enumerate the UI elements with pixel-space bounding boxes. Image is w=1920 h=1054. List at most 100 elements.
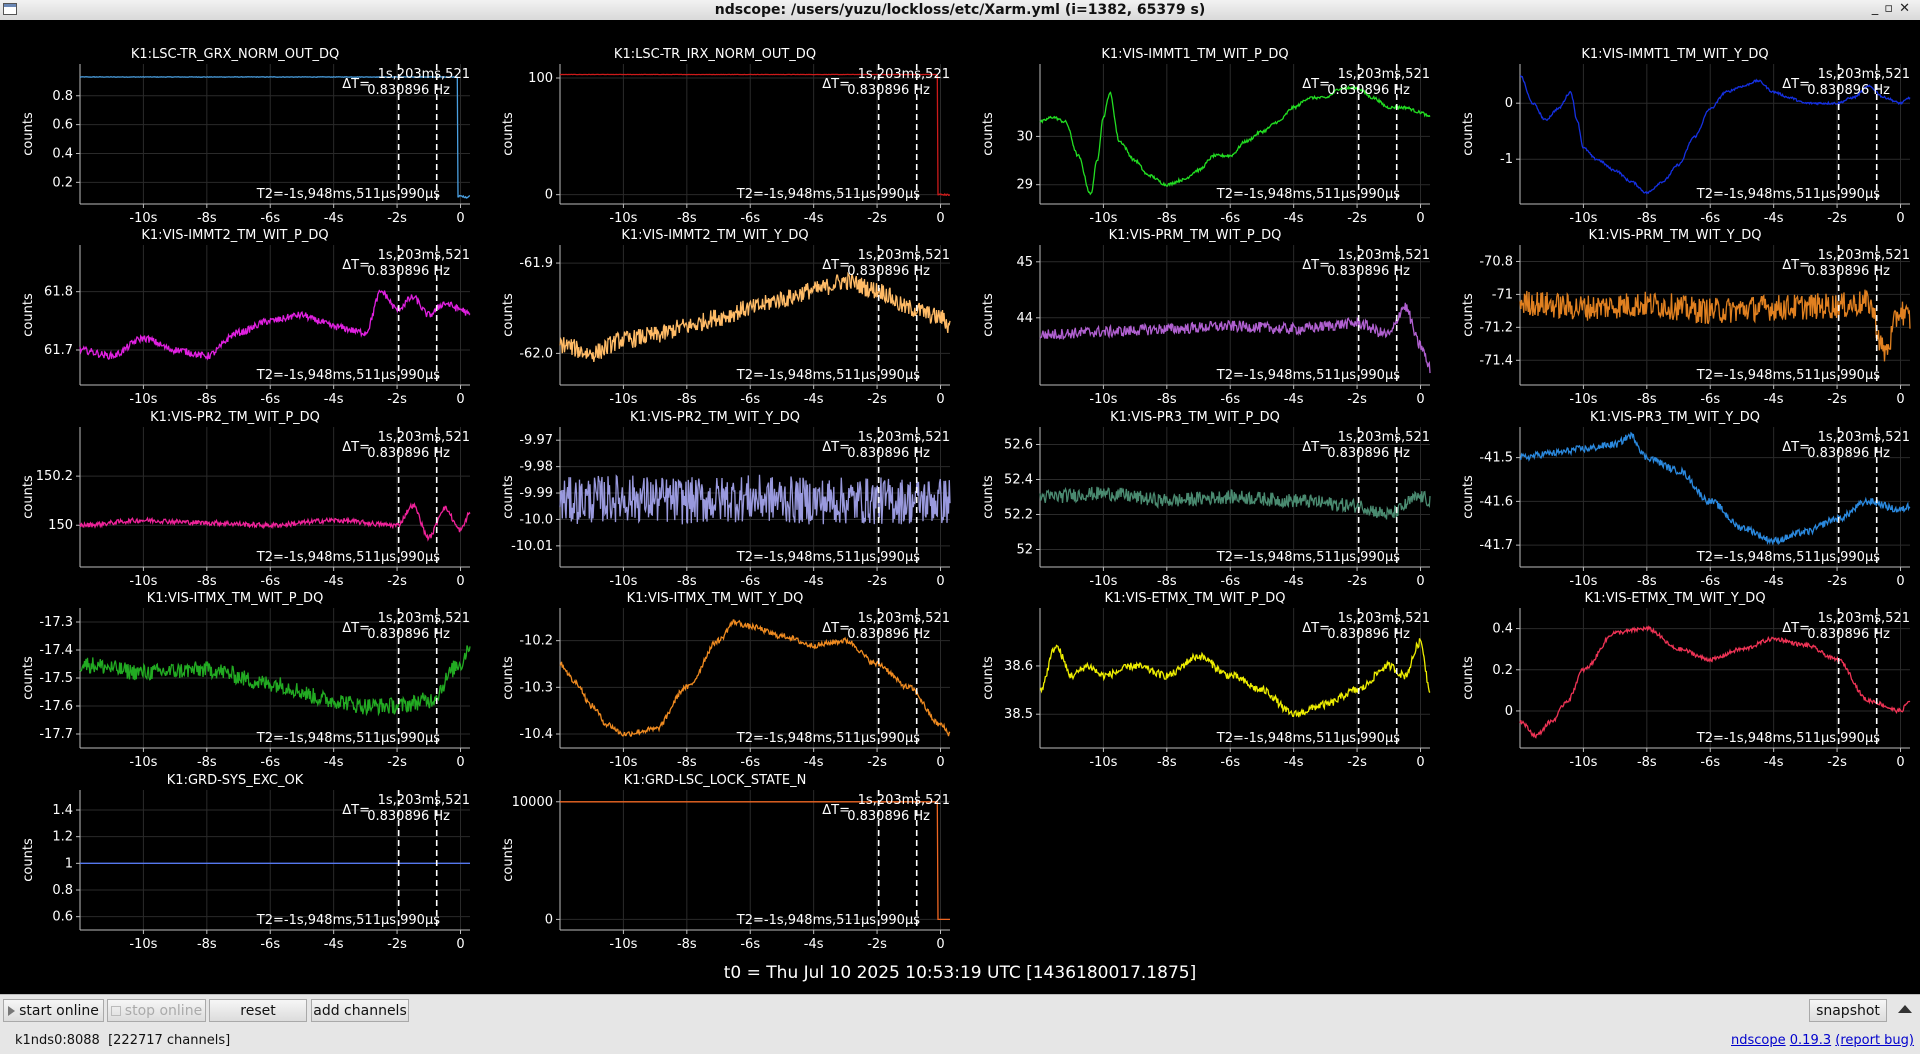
plot-panel[interactable]: K1:VIS-ETMX_TM_WIT_Y_DQ -10s -8s -6s -4s -2s 0… — [1461, 591, 1911, 770]
plot-panel[interactable]: K1:VIS-ETMX_TM_WIT_P_DQ -10s -8s -6s -4s -2s 0… — [981, 591, 1431, 770]
t0-label: t0 = Thu Jul 10 2025 10:53:19 UTC [14361… — [723, 963, 1197, 983]
plot-panel[interactable]: K1:VIS-ITMX_TM_WIT_Y_DQ -10s -8s -6s -4s -2s 0… — [501, 591, 951, 770]
app-window-icon[interactable] — [3, 3, 17, 15]
y-tick-label: 1.4 — [52, 803, 73, 818]
x-tick-label: 0 — [1416, 755, 1424, 770]
y-tick-label: -41.5 — [1479, 451, 1513, 466]
window-title: ndscope: /users/yuzu/lockloss/etc/Xarm.y… — [714, 2, 1206, 18]
plot-panel[interactable]: K1:VIS-PRM_TM_WIT_P_DQ -10s -8s -6s -4s -2s 0 4… — [981, 228, 1431, 407]
x-tick-label: 0 — [936, 574, 944, 589]
plot-title: K1:GRD-SYS_EXC_OK — [167, 773, 304, 788]
delta-t-value: 1s,203ms,521 — [1818, 248, 1910, 263]
delta-t-value: 1s,203ms,521 — [858, 793, 950, 808]
x-tick-label: -8s — [1157, 211, 1177, 226]
add-channels-button[interactable]: add channels — [311, 999, 409, 1022]
plot-area: K1:LSC-TR_GRX_NORM_OUT_DQ -10s -8s -6s -4s -2… — [0, 20, 1920, 994]
x-tick-label: -10s — [129, 211, 157, 226]
x-tick-label: -6s — [260, 755, 280, 770]
y-tick-label: 150 — [48, 518, 73, 533]
plot-panel[interactable]: K1:GRD-SYS_EXC_OK -10s -8s -6s -4s -2s 0 1.4 1.2… — [21, 773, 470, 952]
plot-panel[interactable]: K1:VIS-IMMT1_TM_WIT_P_DQ -10s -8s -6s -4s -2s… — [981, 47, 1431, 226]
plot-panel[interactable]: K1:VIS-IMMT1_TM_WIT_Y_DQ -10s -8s -6s -4s -2s… — [1461, 47, 1911, 226]
ndscope-link[interactable]: ndscope — [1731, 1033, 1786, 1048]
x-tick-label: -4s — [804, 755, 824, 770]
delta-t-frequency: 0.830896 Hz — [847, 809, 930, 824]
x-tick-label: -10s — [129, 937, 157, 952]
x-tick-label: -2s — [867, 392, 887, 407]
x-tick-label: -6s — [1700, 392, 1720, 407]
x-tick-label: 0 — [456, 211, 464, 226]
snapshot-button[interactable]: snapshot — [1809, 999, 1887, 1022]
reset-button[interactable]: reset — [209, 999, 307, 1022]
x-tick-label: -8s — [1157, 574, 1177, 589]
expand-icon[interactable] — [1898, 1005, 1912, 1013]
plot-panel[interactable]: K1:VIS-ITMX_TM_WIT_P_DQ -10s -8s -6s -4s -2s 0… — [21, 591, 471, 770]
x-tick-label: 0 — [936, 937, 944, 952]
y-tick-label: -71 — [1492, 287, 1513, 302]
x-tick-label: -2s — [387, 392, 407, 407]
plot-panel[interactable]: K1:LSC-TR_GRX_NORM_OUT_DQ -10s -8s -6s -4s -2… — [21, 47, 470, 226]
plot-grid[interactable]: K1:LSC-TR_GRX_NORM_OUT_DQ -10s -8s -6s -4s -2… — [0, 20, 1920, 994]
x-tick-label: -6s — [260, 392, 280, 407]
y-tick-label: -9.97 — [519, 433, 553, 448]
y-axis-label: counts — [501, 112, 516, 156]
series-line — [79, 289, 471, 361]
y-tick-label: -61.9 — [519, 256, 553, 271]
plot-panel[interactable]: K1:VIS-PRM_TM_WIT_Y_DQ -10s -8s -6s -4s -2s 0 -… — [1461, 228, 1911, 407]
plot-panel[interactable]: K1:VIS-IMMT2_TM_WIT_Y_DQ -10s -8s -6s -4s -2s… — [501, 228, 951, 407]
delta-t-value: 1s,203ms,521 — [1338, 611, 1430, 626]
plot-panel[interactable]: K1:LSC-TR_IRX_NORM_OUT_DQ -10s -8s -6s -4s -2… — [501, 47, 950, 226]
y-tick-label: -10.0 — [519, 512, 553, 527]
delta-t-frequency: 0.830896 Hz — [367, 809, 450, 824]
y-tick-label: 38.6 — [1004, 659, 1033, 674]
plot-panel[interactable]: K1:VIS-PR3_TM_WIT_P_DQ -10s -8s -6s -4s -2s 0 5… — [981, 410, 1431, 589]
x-tick-label: -4s — [1284, 755, 1304, 770]
y-tick-label: -17.4 — [39, 643, 73, 658]
x-tick-label: -4s — [324, 392, 344, 407]
y-tick-label: 0 — [545, 912, 553, 927]
y-tick-label: 45 — [1016, 255, 1033, 270]
delta-t-frequency: 0.830896 Hz — [847, 83, 930, 98]
series-line — [1039, 84, 1431, 196]
series-line — [560, 801, 950, 921]
delta-t-label: ΔT= — [1782, 440, 1810, 455]
x-tick-label: -6s — [740, 392, 760, 407]
x-tick-label: -4s — [324, 755, 344, 770]
plot-panel[interactable]: K1:VIS-PR3_TM_WIT_Y_DQ -10s -8s -6s -4s -2s 0 -… — [1461, 410, 1911, 589]
x-tick-label: -6s — [260, 211, 280, 226]
toolbar: start online stop online reset add chann… — [0, 994, 1920, 1027]
minimize-icon[interactable]: _ — [1871, 1, 1885, 16]
plot-panel[interactable]: K1:VIS-PR2_TM_WIT_P_DQ -10s -8s -6s -4s -2s 0 1… — [21, 410, 471, 589]
x-tick-label: 0 — [456, 392, 464, 407]
y-tick-label: -70.8 — [1479, 254, 1513, 269]
y-axis-label: counts — [501, 838, 516, 882]
x-tick-label: 0 — [1416, 574, 1424, 589]
delta-t-frequency: 0.830896 Hz — [1327, 264, 1410, 279]
y-tick-label: 38.5 — [1004, 707, 1033, 722]
x-tick-label: -2s — [1827, 211, 1847, 226]
delta-t-frequency: 0.830896 Hz — [1807, 264, 1890, 279]
x-tick-label: -6s — [1700, 211, 1720, 226]
x-tick-label: -8s — [677, 755, 697, 770]
series-line — [1039, 486, 1431, 520]
plot-panel[interactable]: K1:VIS-IMMT2_TM_WIT_P_DQ -10s -8s -6s -4s -2s… — [21, 228, 471, 407]
plot-panel[interactable]: K1:VIS-PR2_TM_WIT_Y_DQ -10s -8s -6s -4s -2s 0 -… — [501, 410, 951, 589]
delta-t-frequency: 0.830896 Hz — [847, 627, 930, 642]
close-icon[interactable]: ✕ — [1899, 1, 1916, 16]
version-link[interactable]: 0.19.3 — [1789, 1033, 1832, 1048]
delta-t-frequency: 0.830896 Hz — [367, 446, 450, 461]
report-bug-link[interactable]: (report bug) — [1835, 1033, 1914, 1048]
y-tick-label: 61.8 — [44, 285, 73, 300]
maximize-icon[interactable]: ▫ — [1884, 1, 1900, 16]
delta-t-label: ΔT= — [822, 803, 850, 818]
plot-panel[interactable]: K1:GRD-LSC_LOCK_STATE_N -10s -8s -6s -4s -2s 0… — [501, 773, 950, 952]
x-tick-label: -6s — [260, 937, 280, 952]
series-line — [1039, 302, 1431, 374]
y-tick-label: 0 — [1505, 704, 1513, 719]
start-online-button[interactable]: start online — [3, 999, 104, 1022]
y-tick-label: 29 — [1016, 178, 1033, 193]
delta-t-label: ΔT= — [1302, 77, 1330, 92]
y-tick-label: -41.7 — [1479, 538, 1513, 553]
x-tick-label: -8s — [1157, 392, 1177, 407]
y-tick-label: -10.3 — [519, 680, 553, 695]
